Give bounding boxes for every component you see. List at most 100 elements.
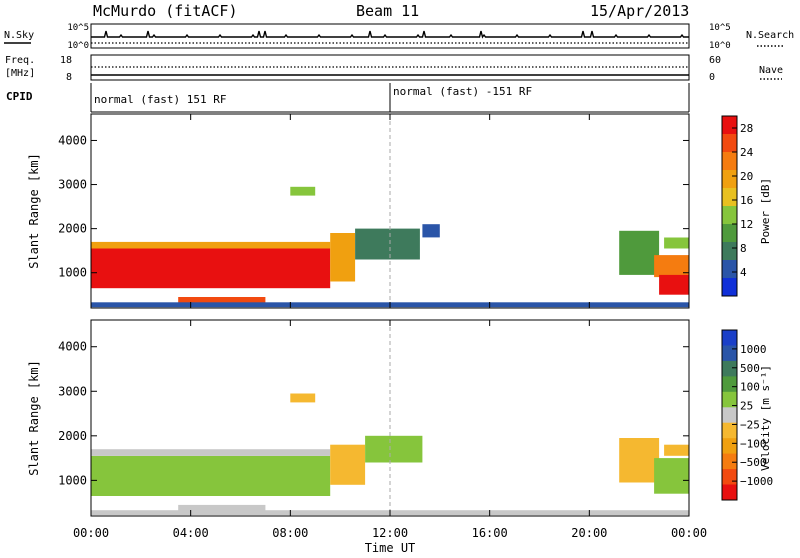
velocity-colorbar-segment (722, 438, 737, 455)
power-colorbar-tick-label: 16 (740, 194, 753, 207)
date-title: 15/Apr/2013 (590, 2, 690, 20)
power-colorbar-segment (722, 134, 737, 153)
freq-label: Freq. (5, 55, 35, 66)
power-colorbar-label: Power [dB] (759, 178, 772, 244)
velocity-data-region (365, 435, 423, 463)
power-colorbar-segment (722, 170, 737, 189)
time-tick-label: 00:00 (671, 526, 707, 540)
nsky-trace (91, 30, 690, 39)
power-colorbar-segment (722, 188, 737, 207)
power-data-region (290, 186, 316, 196)
nsearch-label: N.Search (746, 30, 794, 41)
power-colorbar-segment (722, 278, 737, 297)
velocity-colorbar-tick-label: 25 (740, 400, 753, 413)
power-colorbar-segment (722, 152, 737, 171)
velocity-ylabel: Slant Range [km] (27, 360, 41, 476)
velocity-axes: 1000 2000 3000 4000 (58, 320, 690, 516)
time-tick-label: 08:00 (272, 526, 308, 540)
velocity-colorbar-tick-label: 500 (740, 362, 760, 375)
velocity-ytick-label: 2000 (58, 429, 87, 443)
velocity-colorbar-tick-label: −25 (740, 418, 760, 431)
power-colorbar-segment (722, 116, 737, 135)
nsky-tick-top: 10^5 (67, 23, 89, 33)
velocity-data-region (91, 449, 331, 456)
velocity-colorbar-segment (722, 345, 737, 362)
nsearch-tick-bottom: 10^0 (709, 41, 731, 51)
power-ytick-label: 3000 (58, 178, 87, 192)
power-colorbar-tick-label: 24 (740, 146, 754, 159)
power-colorbar-frame (721, 115, 738, 297)
velocity-colorbar-tick-label: −1000 (740, 475, 773, 488)
power-ylabel: Slant Range [km] (27, 153, 41, 269)
velocity-panel: 1000 2000 3000 4000 Slant Range [km] 1000 50… (27, 319, 773, 555)
power-colorbar-segment (722, 224, 737, 243)
velocity-colorbar-label: Velocity [m s⁻¹] (759, 365, 772, 471)
velocity-data-region (619, 438, 660, 483)
velocity-data-region (290, 393, 316, 403)
power-data-region (659, 274, 689, 295)
velocity-colorbar-segment (722, 407, 737, 424)
power-ytick-label: 1000 (58, 266, 87, 280)
nsky-panel: N.Sky 10^5 10^0 10^5 10^0 N.Search (4, 23, 794, 51)
power-data-region (654, 255, 689, 278)
power-colorbar-tick-label: 20 (740, 170, 753, 183)
cpid-label: CPID (6, 90, 33, 103)
power-data-region (330, 233, 356, 282)
power-data-region (355, 228, 420, 260)
velocity-colorbar-tick-label: −500 (740, 456, 767, 469)
power-colorbar-segment (722, 260, 737, 279)
velocity-ytick-label: 3000 (58, 384, 87, 398)
time-axis-label: Time UT (365, 541, 416, 554)
cpid-panel: CPID normal (fast) 151 RF normal (fast) … (6, 83, 690, 113)
time-axis-ticks: 00:00 04:00 08:00 12:00 16:00 20:00 00:00 (73, 526, 707, 540)
velocity-colorbar-segment (722, 330, 737, 346)
velocity-colorbar-tick-label: 1000 (740, 343, 767, 356)
time-tick-label: 20:00 (571, 526, 607, 540)
velocity-ytick-label: 4000 (58, 340, 87, 354)
cpid-segment-2: normal (fast) -151 RF (393, 85, 532, 98)
velocity-colorbar-segment (722, 453, 737, 470)
velocity-colorbar-segment (722, 376, 737, 393)
power-data-region (619, 230, 660, 275)
power-colorbar: 4 8 12 16 20 24 28 (721, 115, 754, 297)
power-ytick-label: 2000 (58, 222, 87, 236)
power-colorbar-tick-label: 8 (740, 242, 747, 255)
nsky-tick-bottom: 10^0 (67, 41, 89, 51)
nave-label: Nave (759, 65, 783, 76)
power-data-region (664, 237, 689, 249)
power-colorbar-segment (722, 242, 737, 261)
power-colorbar-tick-label: 4 (740, 266, 747, 279)
nsearch-tick-top: 10^5 (709, 23, 731, 33)
time-tick-label: 00:00 (73, 526, 109, 540)
velocity-data-region (664, 444, 689, 456)
nave-tick-top: 60 (709, 55, 721, 66)
freq-tick-bottom: 8 (66, 72, 72, 83)
velocity-data-region (91, 455, 331, 496)
nave-tick-bottom: 0 (709, 72, 715, 83)
cpid-segment-1: normal (fast) 151 RF (94, 93, 226, 106)
power-ytick-label: 4000 (58, 133, 87, 147)
power-panel: 1000 2000 3000 4000 Slant Range [km] 4 8 12 16… (27, 113, 772, 309)
station-title: McMurdo (fitACF) (93, 2, 238, 20)
velocity-data-region (654, 458, 689, 494)
time-tick-label: 04:00 (173, 526, 209, 540)
velocity-colorbar-tick-label: 100 (740, 381, 760, 394)
velocity-data-region (330, 444, 366, 485)
power-data-region (91, 241, 331, 249)
power-colorbar-tick-label: 12 (740, 218, 753, 231)
velocity-colorbar-segment (722, 422, 737, 439)
velocity-colorbar-tick-label: −100 (740, 437, 767, 450)
velocity-colorbar-segment (722, 484, 737, 501)
power-colorbar-tick-label: 28 (740, 122, 753, 135)
power-data-region (91, 248, 331, 289)
time-tick-label: 12:00 (372, 526, 408, 540)
time-tick-label: 16:00 (472, 526, 508, 540)
power-data-region (422, 224, 440, 238)
velocity-ytick-label: 1000 (58, 473, 87, 487)
power-colorbar-segment (722, 206, 737, 225)
freq-tick-top: 18 (60, 55, 72, 66)
velocity-colorbar-segment (722, 360, 737, 377)
beam-title: Beam 11 (356, 2, 420, 20)
